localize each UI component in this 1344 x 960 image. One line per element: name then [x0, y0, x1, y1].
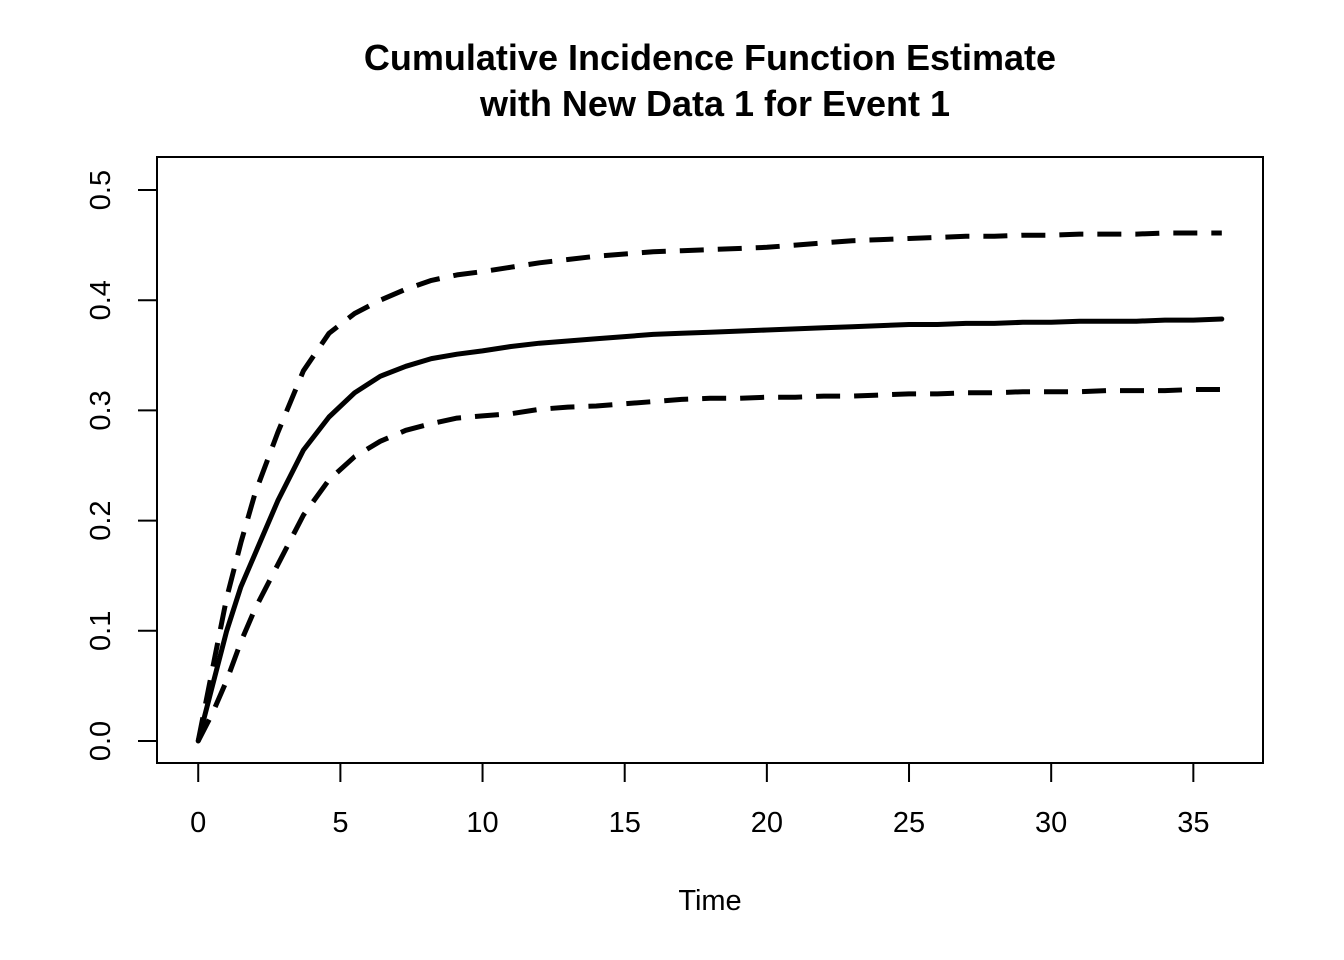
x-tick-label: 10 — [466, 807, 498, 839]
x-tick-label: 35 — [1177, 807, 1209, 839]
y-tick-label: 0.5 — [85, 170, 117, 210]
y-tick-label: 0.4 — [85, 280, 117, 320]
cif-estimate-line — [195, 316, 1225, 744]
upper-confidence-band-line — [195, 230, 1222, 742]
lower-confidence-band-line — [195, 387, 1222, 743]
plot-area-frame — [156, 156, 1264, 764]
y-tick-label: 0.3 — [85, 390, 117, 430]
x-tick-label: 0 — [190, 807, 206, 839]
chart-title: Cumulative Incidence Function Estimate — [364, 37, 1056, 78]
x-tick-label: 25 — [893, 807, 925, 839]
series-layer — [195, 230, 1225, 744]
x-tick-label: 15 — [609, 807, 641, 839]
x-axis: 0 5 10 15 20 25 30 35 — [190, 762, 1209, 839]
y-tick-label: 0.0 — [85, 721, 117, 761]
x-tick-label: 30 — [1035, 807, 1067, 839]
x-axis-label: Time — [678, 885, 741, 917]
x-tick-label: 5 — [332, 807, 348, 839]
y-tick-label: 0.2 — [85, 500, 117, 540]
chart-subtitle: with New Data 1 for Event 1 — [479, 83, 950, 124]
y-tick-label: 0.1 — [85, 611, 117, 651]
x-tick-label: 20 — [751, 807, 783, 839]
y-axis: 0.0 0.1 0.2 0.3 0.4 0.5 — [85, 170, 158, 761]
